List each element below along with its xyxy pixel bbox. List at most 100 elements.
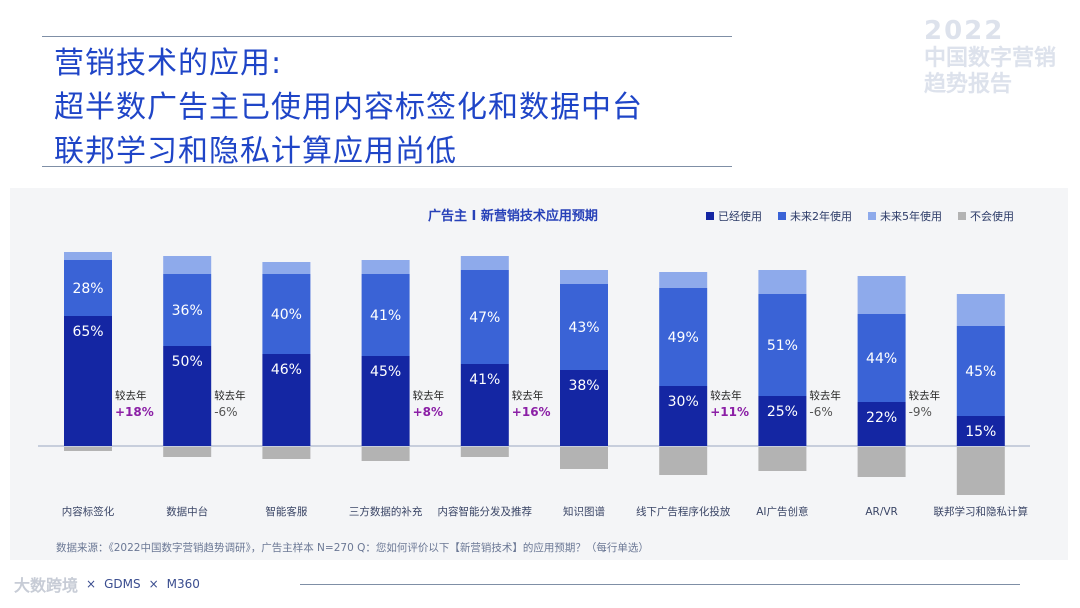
bar-2yr (64, 260, 112, 316)
data-label-used: 22% (866, 410, 897, 426)
data-source-footnote: 数据来源：《2022中国数字营销趋势调研》，广告主样本 N=270 Q：您如何评… (56, 542, 649, 554)
data-label-used: 25% (767, 404, 798, 420)
legend-swatch-never (958, 212, 966, 220)
title-rule-bottom (42, 166, 732, 167)
brand-year: 2022 (923, 16, 1005, 46)
bar-2yr (659, 288, 708, 386)
yoy-value: -9% (909, 405, 932, 419)
bar-used (857, 402, 906, 446)
yoy-value: -6% (809, 405, 832, 419)
yoy-value: +8% (413, 405, 443, 419)
legend-item-5yr: 未来5年使用 (868, 208, 942, 224)
yoy-label: 较去年 (214, 389, 246, 402)
chart-legend: 已经使用 未来2年使用 未来5年使用 不会使用 (706, 208, 1014, 224)
data-label-used: 30% (668, 394, 699, 410)
bar-used (361, 356, 410, 446)
bar-5yr (262, 262, 311, 274)
bar-5yr (64, 252, 112, 260)
bar-never (758, 447, 807, 471)
bar-2yr (560, 284, 608, 370)
legend-label-never: 不会使用 (970, 210, 1014, 223)
category-label: AI广告创意 (756, 505, 808, 518)
category-label: AR/VR (865, 506, 898, 518)
bar-used (758, 396, 807, 446)
legend-item-used: 已经使用 (706, 208, 762, 224)
data-label-used: 46% (271, 362, 302, 378)
category-label: 线下广告程序化投放 (636, 505, 731, 518)
data-label-2yr: 43% (568, 320, 599, 336)
yoy-label: 较去年 (115, 389, 147, 402)
bar-used (560, 370, 608, 446)
bar-used (262, 354, 311, 446)
title-line-1: 营销技术的应用: (54, 46, 283, 81)
bar-never (163, 447, 212, 457)
legend-label-2yr: 未来2年使用 (790, 210, 852, 223)
data-label-2yr: 36% (172, 303, 203, 319)
report-brand: 2022 中国数字营销 趋势报告 (924, 16, 1056, 98)
yoy-label: 较去年 (909, 389, 941, 402)
bar-used (659, 386, 708, 446)
legend-label-used: 已经使用 (718, 210, 762, 223)
bar-never (560, 447, 608, 469)
title-rule-top (42, 36, 732, 37)
data-label-used: 50% (172, 354, 203, 370)
yoy-label: 较去年 (710, 389, 742, 402)
category-label: 三方数据的补充 (349, 505, 423, 518)
chart-title: 广告主 I 新营销技术应用预期 (428, 209, 598, 224)
data-label-used: 41% (469, 372, 500, 388)
bar-2yr (262, 274, 311, 354)
data-label-used: 15% (965, 424, 996, 440)
yoy-value: +16% (512, 405, 551, 419)
bar-5yr (560, 270, 608, 284)
legend-swatch-used (706, 212, 714, 220)
bar-used (956, 416, 1005, 446)
category-label: 联邦学习和隐私计算 (934, 505, 1029, 518)
legend-swatch-2yr (778, 212, 786, 220)
bar-never (460, 447, 509, 457)
bar-2yr (163, 274, 212, 346)
data-label-2yr: 41% (370, 308, 401, 324)
watermark-text: 大数跨境 (14, 576, 79, 595)
legend-item-never: 不会使用 (958, 208, 1014, 224)
bar-never (956, 447, 1005, 495)
bar-5yr (758, 270, 807, 294)
bottom-rule (300, 584, 1020, 585)
logo-times-1: × (86, 577, 97, 591)
brand-line-2: 趋势报告 (923, 72, 1012, 97)
category-label: 数据中台 (166, 505, 208, 518)
yoy-value: +11% (710, 405, 749, 419)
bar-never (659, 447, 708, 475)
bar-2yr (956, 326, 1005, 416)
bar-used (163, 346, 212, 446)
bar-used (64, 316, 112, 446)
yoy-value: -6% (214, 405, 237, 419)
title-line-3: 联邦学习和隐私计算应用尚低 (54, 134, 457, 169)
bar-2yr (758, 294, 807, 396)
data-label-2yr: 44% (866, 351, 897, 367)
bar-2yr (460, 270, 509, 364)
title-line-2: 超半数广告主已使用内容标签化和数据中台 (54, 90, 643, 125)
data-label-2yr: 47% (469, 310, 500, 326)
brand-line-1: 中国数字营销 (923, 46, 1056, 71)
yoy-value: +18% (115, 405, 154, 419)
bar-never (262, 447, 311, 459)
bar-never (361, 447, 410, 461)
bar-never (64, 447, 112, 451)
category-label: 智能客服 (265, 505, 307, 518)
category-label: 内容智能分发及推荐 (438, 505, 533, 518)
data-label-2yr: 40% (271, 307, 302, 323)
bar-2yr (361, 274, 410, 356)
bar-never (857, 447, 906, 477)
bar-2yr (857, 314, 906, 402)
bar-5yr (956, 294, 1005, 326)
legend-label-5yr: 未来5年使用 (880, 210, 942, 223)
logo-gdms: GDMS (104, 577, 141, 591)
category-label: 内容标签化 (62, 505, 115, 518)
bar-5yr (361, 260, 410, 274)
bar-5yr (659, 272, 708, 288)
data-label-2yr: 45% (965, 364, 996, 380)
yoy-label: 较去年 (413, 389, 445, 402)
logo-times-2: × (148, 577, 159, 591)
footer-logos: 大数跨境 × GDMS × M360 (14, 572, 200, 596)
